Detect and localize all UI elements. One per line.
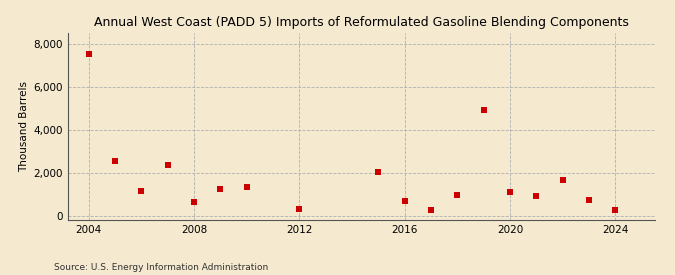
Text: Source: U.S. Energy Information Administration: Source: U.S. Energy Information Administ… (54, 263, 268, 272)
Point (504, 190, 515, 194)
Y-axis label: Thousand Barrels: Thousand Barrels (19, 81, 29, 172)
Point (373, 169, 383, 174)
Point (162, 163, 173, 167)
Point (610, 208, 620, 213)
Point (294, 207, 304, 211)
Point (136, 189, 146, 193)
Title: Annual West Coast (PADD 5) Imports of Reformulated Gasoline Blending Components: Annual West Coast (PADD 5) Imports of Re… (94, 16, 628, 29)
Point (478, 108, 489, 112)
Point (241, 185, 252, 189)
Point (215, 187, 225, 191)
Point (425, 208, 436, 213)
Point (109, 159, 120, 163)
Point (531, 194, 541, 199)
Point (188, 200, 199, 204)
Point (452, 193, 462, 197)
Point (399, 199, 410, 203)
Point (557, 178, 568, 182)
Point (83, 52, 94, 57)
Point (583, 197, 594, 202)
